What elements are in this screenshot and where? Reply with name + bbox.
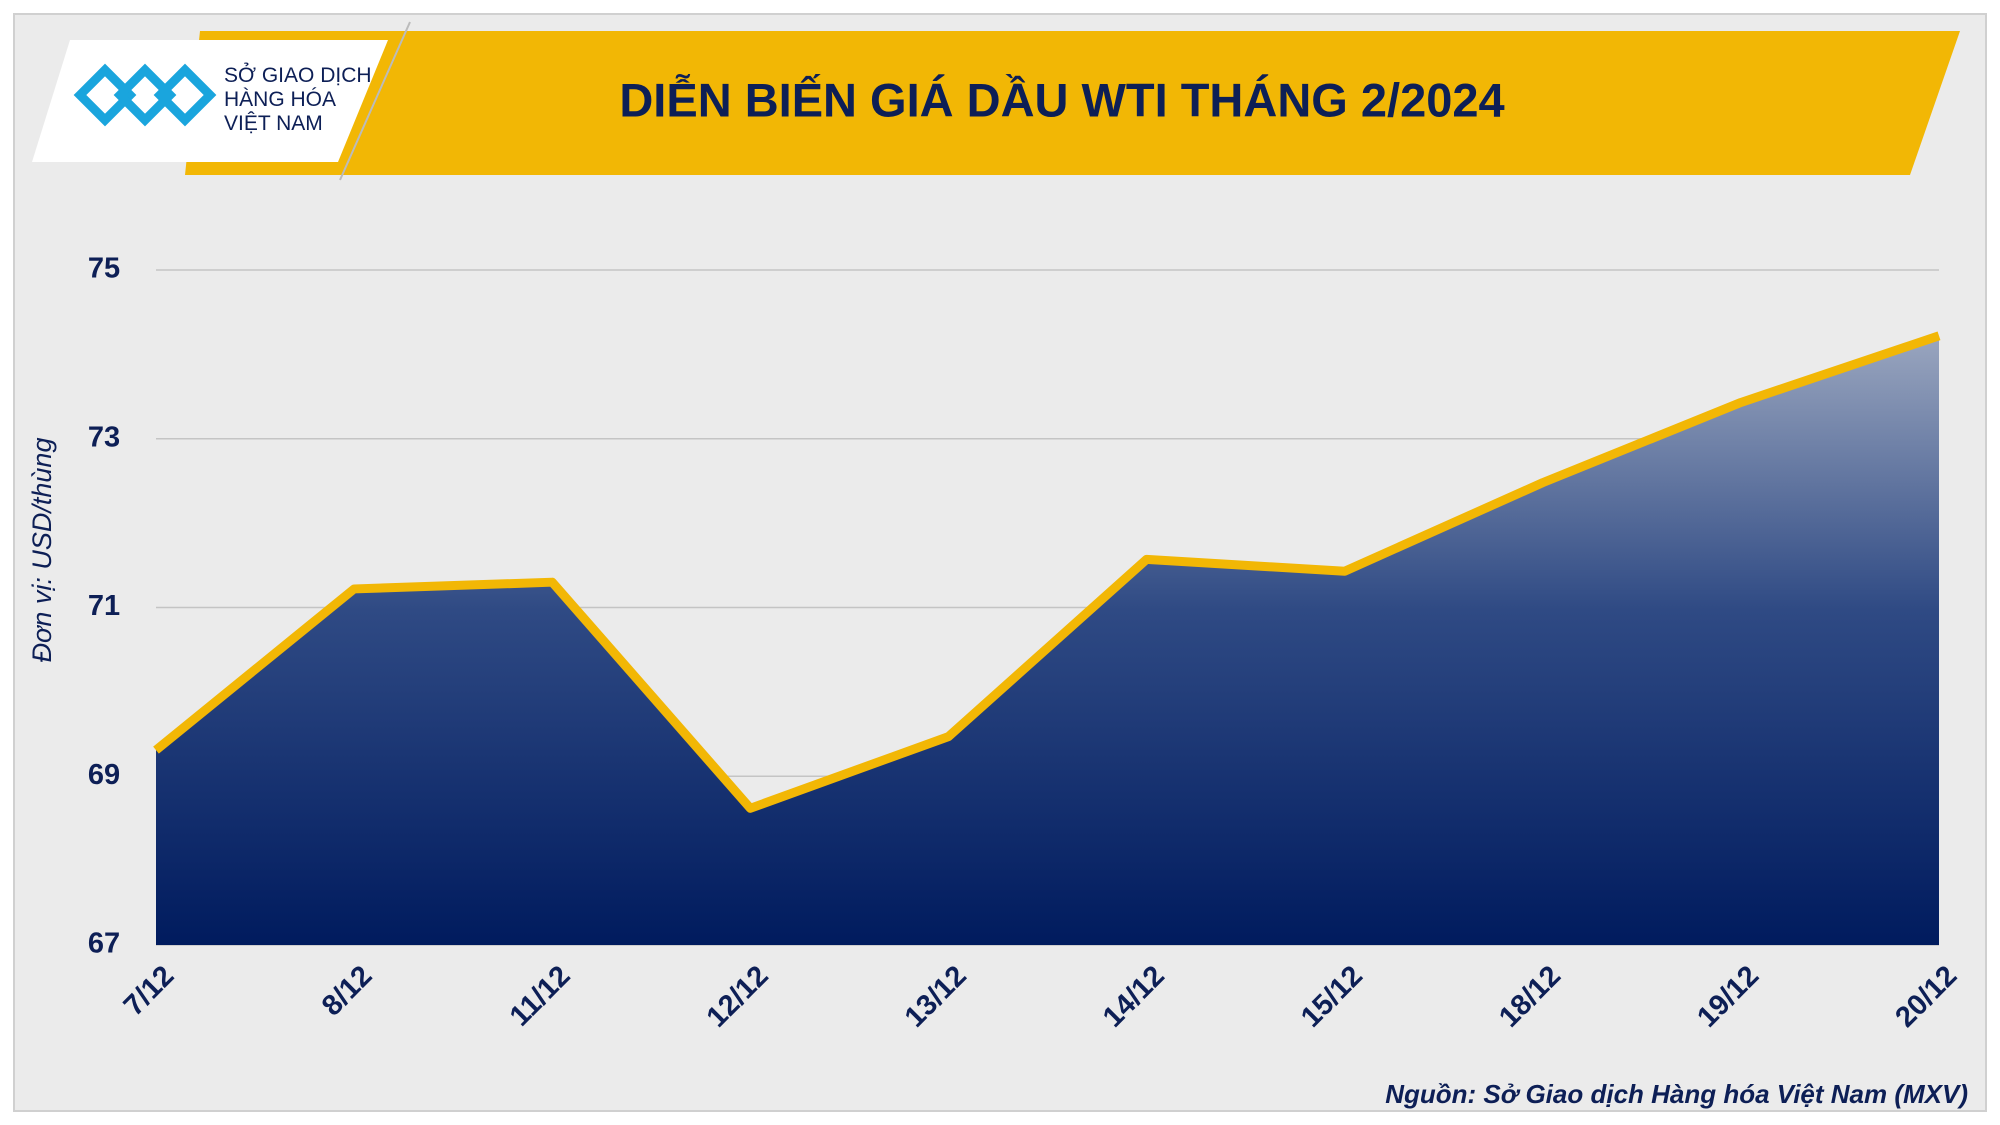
y-tick-label: 75 [88,253,120,285]
logo-divider [339,21,411,181]
y-axis-label: Đơn vị: USD/thùng [27,438,57,663]
area [156,335,1939,945]
logo-text: HÀNG HÓA [224,88,336,111]
line [153,331,1941,813]
logo-text: SỞ GIAO DỊCH [224,63,372,87]
logo-icon [73,63,217,127]
logo-text: VIỆT NAM [224,112,323,135]
y-tick-label: 73 [88,421,120,453]
chart-title: DIỄN BIẾN GIÁ DẦU WTI THÁNG 2/2024 [619,73,1504,126]
source-note: Nguồn: Sở Giao dịch Hàng hóa Việt Nam (M… [1385,1079,1968,1109]
y-tick-label: 71 [88,590,120,622]
title-banner [185,31,1960,175]
y-tick-label: 69 [88,759,120,791]
y-tick-label: 67 [88,928,120,960]
